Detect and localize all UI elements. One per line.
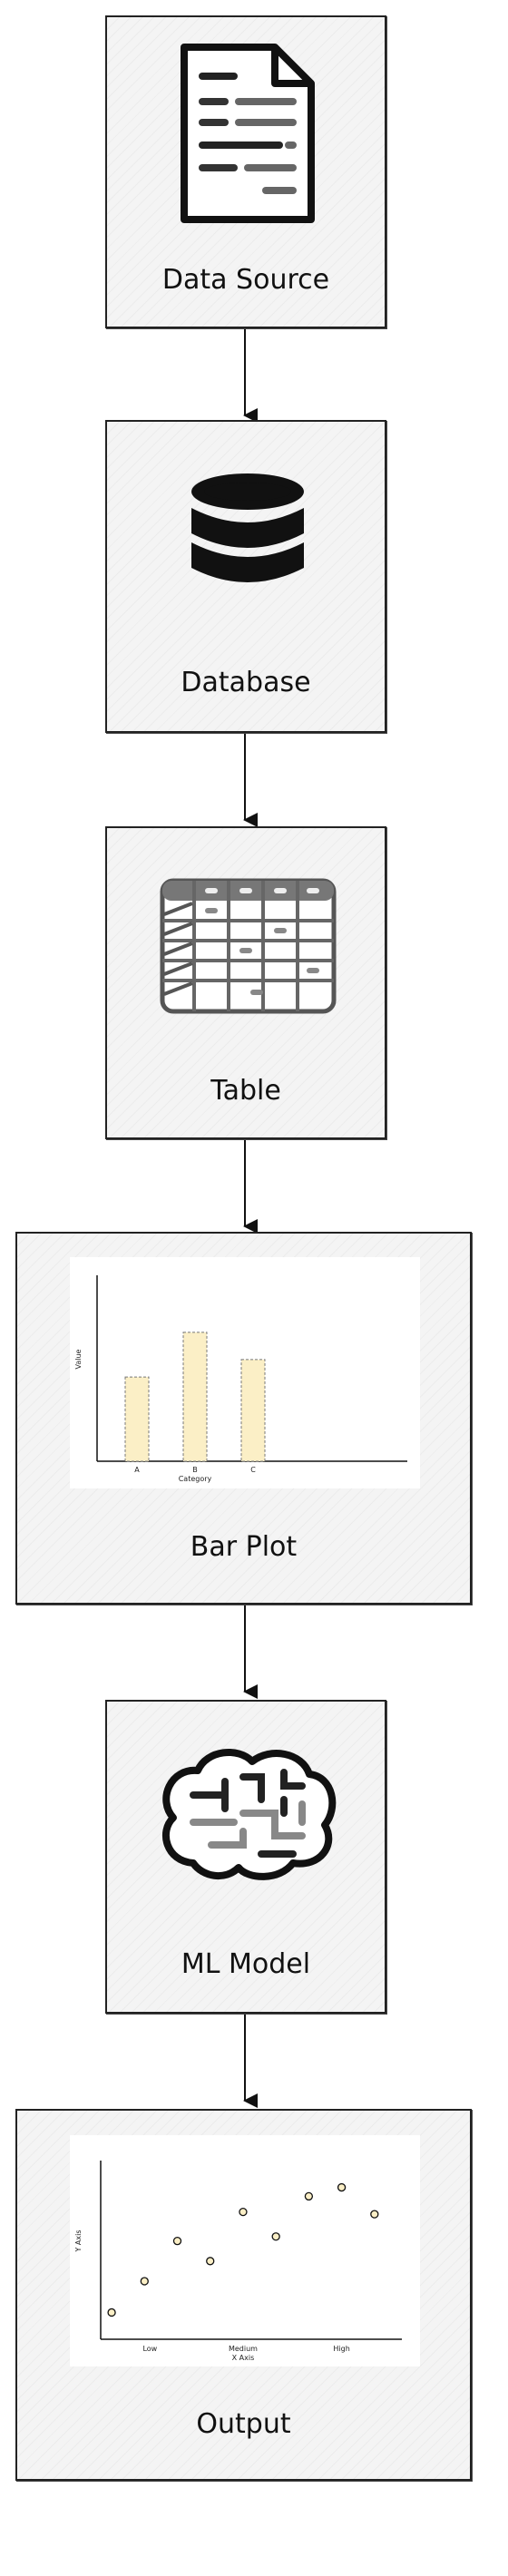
bar [124,1376,150,1462]
y-axis-label: Value [74,1349,83,1369]
table-grid-icon [160,878,337,1014]
x-axis-label: Category [179,1475,212,1483]
node-label: Data Source [161,264,330,296]
node-label: Output [196,2408,291,2440]
database-icon [191,473,304,582]
node-data-source[interactable]: Data Source [105,15,386,328]
scatter-point [206,2257,215,2266]
bar [240,1359,266,1462]
x-axis-label: X Axis [232,2354,255,2362]
x-tick-label: A [134,1466,140,1474]
scatter-point [271,2232,280,2241]
output-plot-panel: Low Medium High X Axis Y Axis [70,2135,420,2366]
scatter-point [370,2210,379,2219]
x-tick-label: C [250,1466,256,1474]
brain-icon [162,1748,337,1880]
node-database[interactable]: Database [105,420,386,733]
node-label: Database [181,667,311,698]
node-ml-model[interactable]: ML Model [105,1700,386,2014]
scatter-point [337,2182,347,2192]
x-tick-label: High [333,2345,349,2353]
scatter-point [239,2207,248,2217]
x-tick-label: B [192,1466,198,1474]
node-table[interactable]: Table [105,826,386,1139]
bar [182,1332,208,1462]
scatter-point [107,2308,116,2317]
document-icon [181,44,315,223]
node-label: Bar Plot [190,1531,298,1563]
x-tick-label: Medium [229,2345,258,2353]
bar-plot-panel: A B C Category Value [70,1257,420,1488]
scatter-point [172,2237,182,2246]
scatter-plot-icon: Low Medium High X Axis Y Axis [74,2161,402,2362]
bar-chart-icon: A B C Category Value [74,1275,407,1483]
node-output[interactable]: Low Medium High X Axis Y Axis Output [15,2109,472,2481]
node-label: Table [210,1075,281,1107]
node-label: ML Model [181,1948,311,1980]
x-tick-label: Low [142,2345,157,2353]
scatter-point [140,2277,149,2286]
node-bar-plot[interactable]: A B C Category Value Bar Plot [15,1232,472,1605]
y-axis-label: Y Axis [74,2230,83,2252]
scatter-point [304,2191,314,2201]
